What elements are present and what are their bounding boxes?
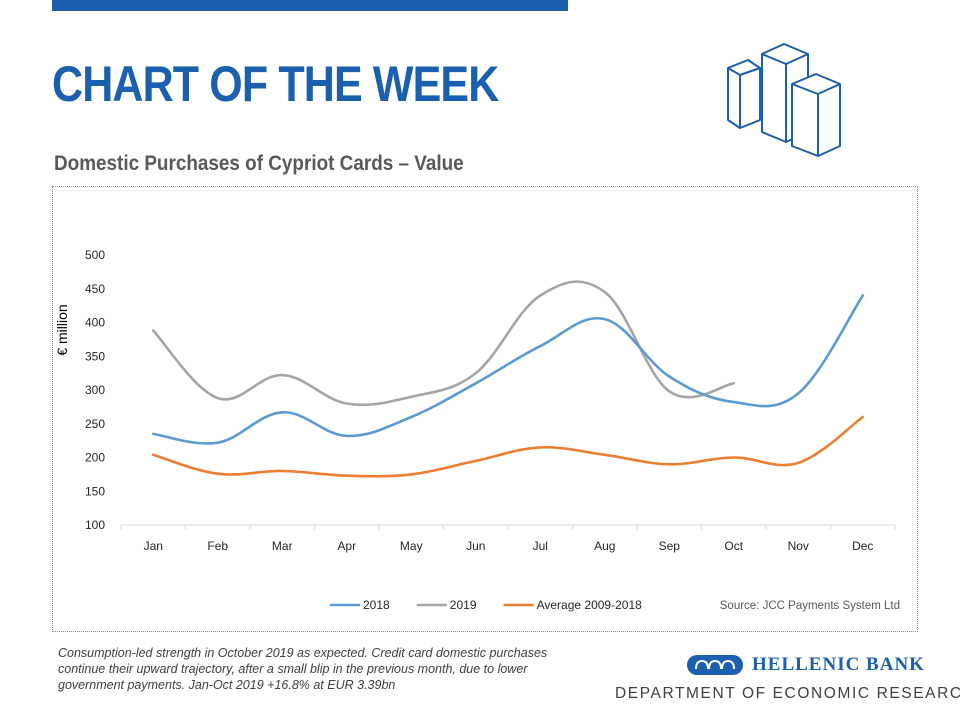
series-line-2019 [151,280,736,407]
y-tick-label: 150 [85,484,105,498]
page-title: CHART OF THE WEEK [52,56,499,112]
bank-emblem-icon [687,655,743,675]
chart-source: Source: JCC Payments System Ltd [720,600,900,612]
hellenic-bank-logo: HELLENIC BANK [686,654,925,676]
buildings-icon [727,43,841,157]
y-tick-label: 200 [85,451,105,465]
legend-label-2019: 2019 [450,598,477,612]
x-tick-label: Jan [144,539,163,553]
top-accent-bar [52,0,568,11]
x-tick-label: Dec [852,539,873,553]
x-tick-label: Nov [788,539,809,553]
y-tick-label: 450 [85,282,105,296]
y-tick-label: 250 [85,417,105,431]
x-tick-label: Mar [272,539,293,553]
x-tick-label: Sep [659,539,681,553]
bank-name: HELLENIC BANK [752,654,925,675]
legend-label-average-2009-2018: Average 2009-2018 [537,598,643,612]
x-tick-label: Aug [594,539,615,553]
line-chart: Jan Feb Mar Apr May Jun Jul Aug Sep Oct Nov Dec 100 1… [54,248,900,612]
y-axis-label: € million [54,304,70,355]
series-line-2018 [151,294,865,445]
x-tick-label: Feb [207,539,228,553]
x-tick-label: May [400,539,423,553]
y-tick-label: 350 [85,349,105,363]
chart-caption: Consumption-led strength in October 2019… [58,646,548,692]
y-tick-label: 300 [85,383,105,397]
y-tick-label: 400 [85,316,105,330]
x-tick-label: Jul [533,539,548,553]
x-tick-label: Jun [466,539,485,553]
x-tick-label: Apr [337,539,356,553]
department-name: DEPARTMENT OF ECONOMIC RESEARCH [615,685,960,702]
x-tick-label: Oct [724,539,743,553]
y-tick-label: 500 [85,248,105,262]
series-line-average-2009-2018 [151,415,865,478]
y-tick-label: 100 [85,518,105,532]
chart-subtitle: Domestic Purchases of Cypriot Cards – Va… [54,152,464,175]
legend-label-2018: 2018 [363,598,390,612]
chart-frame: Jan Feb Mar Apr May Jun Jul Aug Sep Oct Nov Dec 100 1… [52,186,918,632]
